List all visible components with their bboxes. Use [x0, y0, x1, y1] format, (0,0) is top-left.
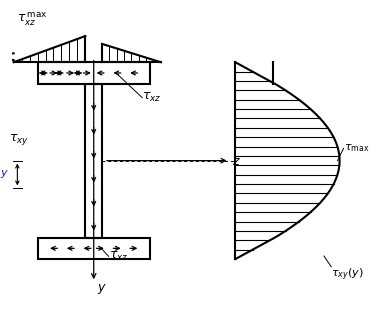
- Text: $\tau_{xy}$: $\tau_{xy}$: [8, 132, 28, 146]
- Text: $z$: $z$: [232, 155, 241, 168]
- Bar: [38, 238, 150, 259]
- Text: $y$: $y$: [97, 282, 107, 296]
- Text: $\tau_{xy}(y)$: $\tau_{xy}(y)$: [331, 267, 364, 283]
- Bar: [38, 62, 150, 84]
- Text: $\tau_{\mathrm{max}}$: $\tau_{\mathrm{max}}$: [343, 142, 369, 154]
- Text: $\tau_{xz}^{\,\mathrm{max}}$: $\tau_{xz}^{\,\mathrm{max}}$: [17, 11, 48, 28]
- Bar: [85, 84, 102, 238]
- Text: $y$: $y$: [0, 168, 9, 180]
- Text: $\tau_{xz}$: $\tau_{xz}$: [142, 91, 162, 104]
- Text: $\tau_{xz}$: $\tau_{xz}$: [109, 250, 128, 263]
